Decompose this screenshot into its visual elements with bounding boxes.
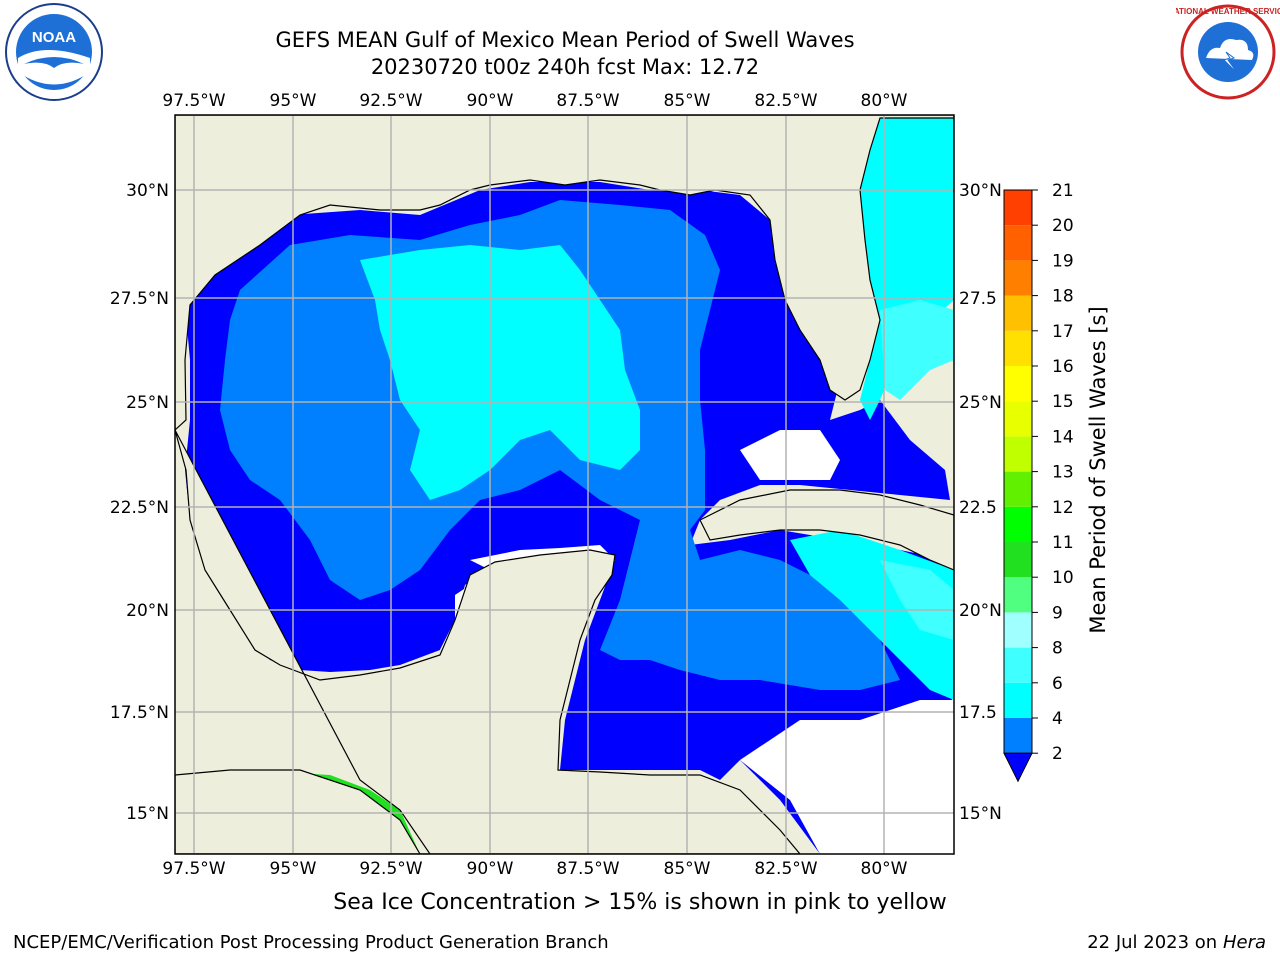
colorbar-tick-label: 10: [1052, 568, 1074, 588]
lat-label-left: 22.5°N: [110, 498, 169, 518]
colorbar-tick-label: 11: [1052, 533, 1074, 553]
lat-label-left: 27.5°N: [110, 289, 169, 309]
chart-subtitle: 20230720 t00z 240h fcst Max: 12.72: [370, 55, 760, 79]
colorbar-tick-label: 21: [1052, 181, 1074, 201]
lat-label-left: 17.5°N: [110, 703, 169, 723]
colorbar-label: Mean Period of Swell Waves [s]: [1086, 306, 1110, 633]
colorbar-segment: [1004, 577, 1032, 613]
lon-label-top: 80°W: [861, 91, 908, 111]
colorbar-tick-label: 8: [1052, 639, 1063, 659]
colorbar-tick-label: 6: [1052, 674, 1063, 694]
footer-date: 22 Jul 2023 on Hera: [1087, 932, 1266, 953]
colorbar-segment: [1004, 260, 1032, 296]
lon-label-bottom: 95°W: [270, 859, 317, 879]
atlantic-region-light: [880, 300, 954, 400]
colorbar-segment: [1004, 682, 1032, 718]
nodata-florida-keys: [740, 430, 840, 480]
gulf-region-6to8s-central: [360, 245, 640, 500]
lat-label-right: 30°N: [959, 181, 1002, 201]
colorbar-tick-label: 17: [1052, 322, 1074, 342]
lon-label-bottom: 85°W: [664, 859, 711, 879]
colorbar-segment: [1004, 190, 1032, 226]
colorbar-tick-label: 2: [1052, 744, 1063, 764]
colorbar-segment: [1004, 436, 1032, 472]
colorbar-tick-label: 12: [1052, 498, 1074, 518]
colorbar-segment: [1004, 506, 1032, 542]
colorbar-tick-label: 4: [1052, 709, 1063, 729]
lon-label-bottom: 80°W: [861, 859, 908, 879]
nws-logo: NATIONAL WEATHER SERVICE: [1176, 4, 1280, 100]
colorbar-tick-label: 16: [1052, 357, 1074, 377]
colorbar-segment: [1004, 471, 1032, 507]
graticule: [175, 115, 954, 854]
colorbar-tick-label: 19: [1052, 251, 1074, 271]
colorbar-segment: [1004, 647, 1032, 683]
sea-ice-note: Sea Ice Concentration > 15% is shown in …: [333, 890, 947, 915]
lat-label-right: 22.5: [959, 498, 997, 518]
colorbar-tick-label: 18: [1052, 287, 1074, 307]
colorbar-tick-label: 13: [1052, 463, 1074, 483]
colorbar-tick-label: 20: [1052, 216, 1074, 236]
lon-label-top: 90°W: [467, 91, 514, 111]
lon-label-bottom: 82.5°W: [754, 859, 817, 879]
lat-label-right: 20°N: [959, 601, 1002, 621]
lon-label-top: 82.5°W: [754, 91, 817, 111]
lon-label-top: 95°W: [270, 91, 317, 111]
chart-title: GEFS MEAN Gulf of Mexico Mean Period of …: [275, 28, 855, 52]
lon-label-top: 85°W: [664, 91, 711, 111]
lon-label-top: 87.5°W: [556, 91, 619, 111]
lon-label-bottom: 87.5°W: [556, 859, 619, 879]
noaa-logo-text: NOAA: [32, 29, 76, 46]
lat-label-left: 15°N: [126, 804, 169, 824]
lat-label-right: 25°N: [959, 393, 1002, 413]
lon-label-bottom: 90°W: [467, 859, 514, 879]
land-us-gulf-coast: [175, 115, 954, 431]
colorbar-segment: [1004, 718, 1032, 754]
footer-credit: NCEP/EMC/Verification Post Processing Pr…: [13, 932, 609, 953]
lat-label-right: 27.5: [959, 289, 997, 309]
colorbar-segment: [1004, 330, 1032, 366]
nws-logo-text: NATIONAL WEATHER SERVICE: [1176, 7, 1280, 16]
footer-date-text: 22 Jul 2023 on: [1087, 932, 1223, 953]
colorbar-segment: [1004, 612, 1032, 648]
land-mexico: [175, 429, 801, 854]
nodata-honduras: [740, 700, 954, 854]
lon-label-top: 97.5°W: [162, 91, 225, 111]
lon-label-bottom: 92.5°W: [359, 859, 422, 879]
lat-label-left: 30°N: [126, 181, 169, 201]
lat-label-left: 20°N: [126, 601, 169, 621]
colorbar: 2 4 6 8 9 10 11 12 13 14 15 16 17 18 19 20 21: [1003, 181, 1074, 783]
lat-label-right: 17.5: [959, 703, 997, 723]
lon-label-bottom: 97.5°W: [162, 859, 225, 879]
footer-host: Hera: [1222, 932, 1266, 953]
lat-label-right: 15°N: [959, 804, 1002, 824]
colorbar-segment: [1004, 401, 1032, 437]
colorbar-segment: [1004, 366, 1032, 402]
caribbean-region-8to9s: [880, 560, 954, 640]
land-cuba: [699, 489, 954, 571]
map-area: [175, 115, 954, 854]
colorbar-segment: [1004, 542, 1032, 578]
lon-label-top: 92.5°W: [359, 91, 422, 111]
colorbar-tick-label: 9: [1052, 603, 1063, 623]
colorbar-tick-label: 15: [1052, 392, 1074, 412]
colorbar-tick-label: 14: [1052, 427, 1074, 447]
colorbar-segment: [1004, 295, 1032, 331]
gulf-region-6to8s-east: [840, 115, 954, 420]
colorbar-segment: [1004, 225, 1032, 261]
noaa-logo: NOAA: [5, 3, 103, 101]
lat-label-left: 25°N: [126, 393, 169, 413]
colorbar-extend-arrow: [1003, 752, 1033, 783]
map-frame: [174, 114, 955, 855]
